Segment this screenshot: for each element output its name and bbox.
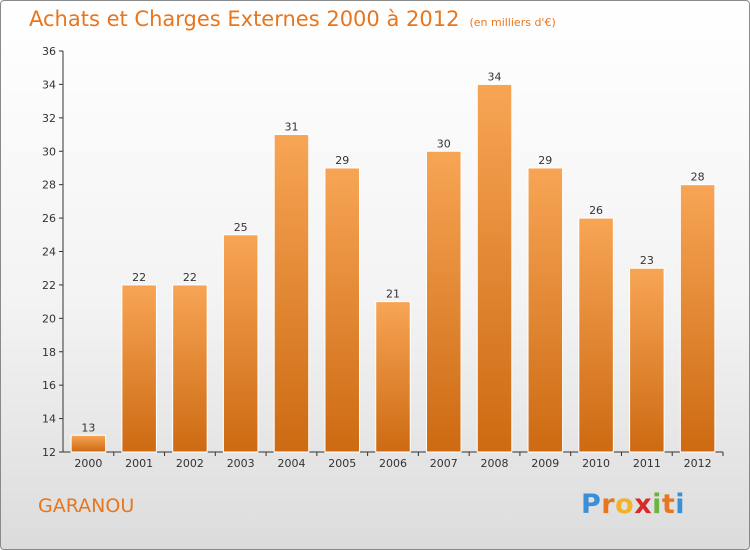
data-label: 29	[538, 154, 552, 167]
bar[interactable]	[273, 134, 310, 453]
logo-letter: P	[581, 489, 602, 520]
bar[interactable]	[476, 83, 513, 453]
y-tick-label: 14	[42, 413, 56, 426]
commune-name: GARANOU	[38, 495, 135, 517]
x-tick-label: 2001	[125, 457, 153, 470]
y-tick-label: 32	[42, 112, 56, 125]
chart-title-block: Achats et Charges Externes 2000 à 2012 (e…	[29, 7, 556, 31]
x-tick-label: 2002	[176, 457, 204, 470]
x-tick-label: 2011	[633, 457, 661, 470]
bar[interactable]	[629, 267, 665, 453]
y-tick-label: 34	[42, 78, 56, 91]
x-tick-label: 2012	[684, 457, 712, 470]
logo-letter: x	[634, 489, 653, 520]
data-label: 22	[132, 271, 146, 284]
data-label: 30	[437, 137, 451, 150]
y-tick-label: 24	[42, 246, 56, 259]
bar[interactable]	[578, 217, 614, 453]
logo-letter: i	[652, 489, 662, 520]
bar[interactable]	[324, 167, 360, 453]
chart-axes: 12 14 16 18 20 22 24 26 28 30 32 34 36 2000 2001 2002 20…	[42, 45, 724, 470]
bar[interactable]	[679, 184, 716, 453]
bar[interactable]	[121, 284, 157, 453]
bar[interactable]	[375, 301, 411, 453]
logo-letter: r	[601, 489, 616, 520]
y-tick-label: 20	[42, 312, 56, 325]
data-label: 26	[589, 204, 603, 217]
logo-letter: o	[615, 489, 635, 520]
data-label: 31	[284, 121, 298, 134]
bar[interactable]	[70, 434, 107, 453]
data-label: 28	[691, 171, 705, 184]
logo-letter: i	[675, 489, 686, 520]
x-tick-label: 2009	[531, 457, 559, 470]
y-tick-label: 30	[42, 145, 56, 158]
y-tick-label: 12	[42, 446, 56, 459]
chart-data-labels: 13 22 22 25 31 29 21 30 34 29 26 23 28	[81, 70, 704, 434]
data-label: 23	[640, 254, 654, 267]
chart-bars	[70, 83, 716, 453]
x-tick-label: 2006	[379, 457, 407, 470]
bar[interactable]	[426, 150, 462, 453]
data-label: 13	[81, 421, 95, 434]
chart-subtitle: (en milliers d'€)	[469, 16, 556, 29]
x-tick-label: 2003	[227, 457, 255, 470]
data-label: 25	[234, 221, 248, 234]
y-tick-label: 36	[42, 45, 56, 58]
y-tick-label: 16	[42, 379, 56, 392]
chart-title: Achats et Charges Externes 2000 à 2012	[29, 7, 460, 31]
bar[interactable]	[222, 234, 259, 453]
y-tick-label: 28	[42, 179, 56, 192]
x-tick-label: 2010	[582, 457, 610, 470]
bar[interactable]	[172, 284, 208, 453]
data-label: 22	[183, 271, 197, 284]
x-tick-label: 2007	[430, 457, 458, 470]
y-tick-label: 22	[42, 279, 56, 292]
x-tick-label: 2005	[328, 457, 356, 470]
x-tick-label: 2000	[74, 457, 102, 470]
proxiti-logo[interactable]: Proxiti	[581, 489, 685, 520]
data-label: 21	[386, 288, 400, 301]
data-label: 34	[488, 70, 502, 83]
y-tick-label: 26	[42, 212, 56, 225]
x-tick-label: 2008	[481, 457, 509, 470]
y-tick-label: 18	[42, 346, 56, 359]
logo-letter: t	[661, 489, 676, 520]
x-tick-label: 2004	[277, 457, 305, 470]
data-label: 29	[335, 154, 349, 167]
bar[interactable]	[527, 167, 564, 453]
